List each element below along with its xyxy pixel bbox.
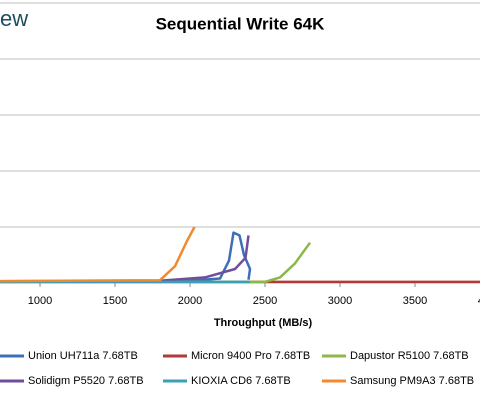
legend-label: Samsung PM9A3 7.68TB xyxy=(350,375,474,387)
x-tick-label: 1500 xyxy=(103,295,127,307)
x-tick-label: 2500 xyxy=(253,295,277,307)
series-line xyxy=(0,226,196,283)
legend-label: Solidigm P5520 7.68TB xyxy=(28,375,144,387)
legend-label: Dapustor R5100 7.68TB xyxy=(350,350,469,362)
x-tick-label: 3000 xyxy=(328,295,352,307)
x-axis-label: Throughput (MB/s) xyxy=(214,317,313,329)
legend-label: KIOXIA CD6 7.68TB xyxy=(191,375,291,387)
legend-label: Micron 9400 Pro 7.68TB xyxy=(191,350,310,362)
x-tick-label: 2000 xyxy=(178,295,202,307)
x-tick-label: 4000 xyxy=(478,295,480,307)
x-tick-label: 1000 xyxy=(28,295,52,307)
logo: ew xyxy=(0,6,28,31)
series-line xyxy=(0,235,250,283)
chart-title: Sequential Write 64K xyxy=(156,14,326,33)
x-tick-label: 3500 xyxy=(403,295,427,307)
series-line xyxy=(0,241,312,284)
legend-label: Union UH711a 7.68TB xyxy=(28,350,138,362)
